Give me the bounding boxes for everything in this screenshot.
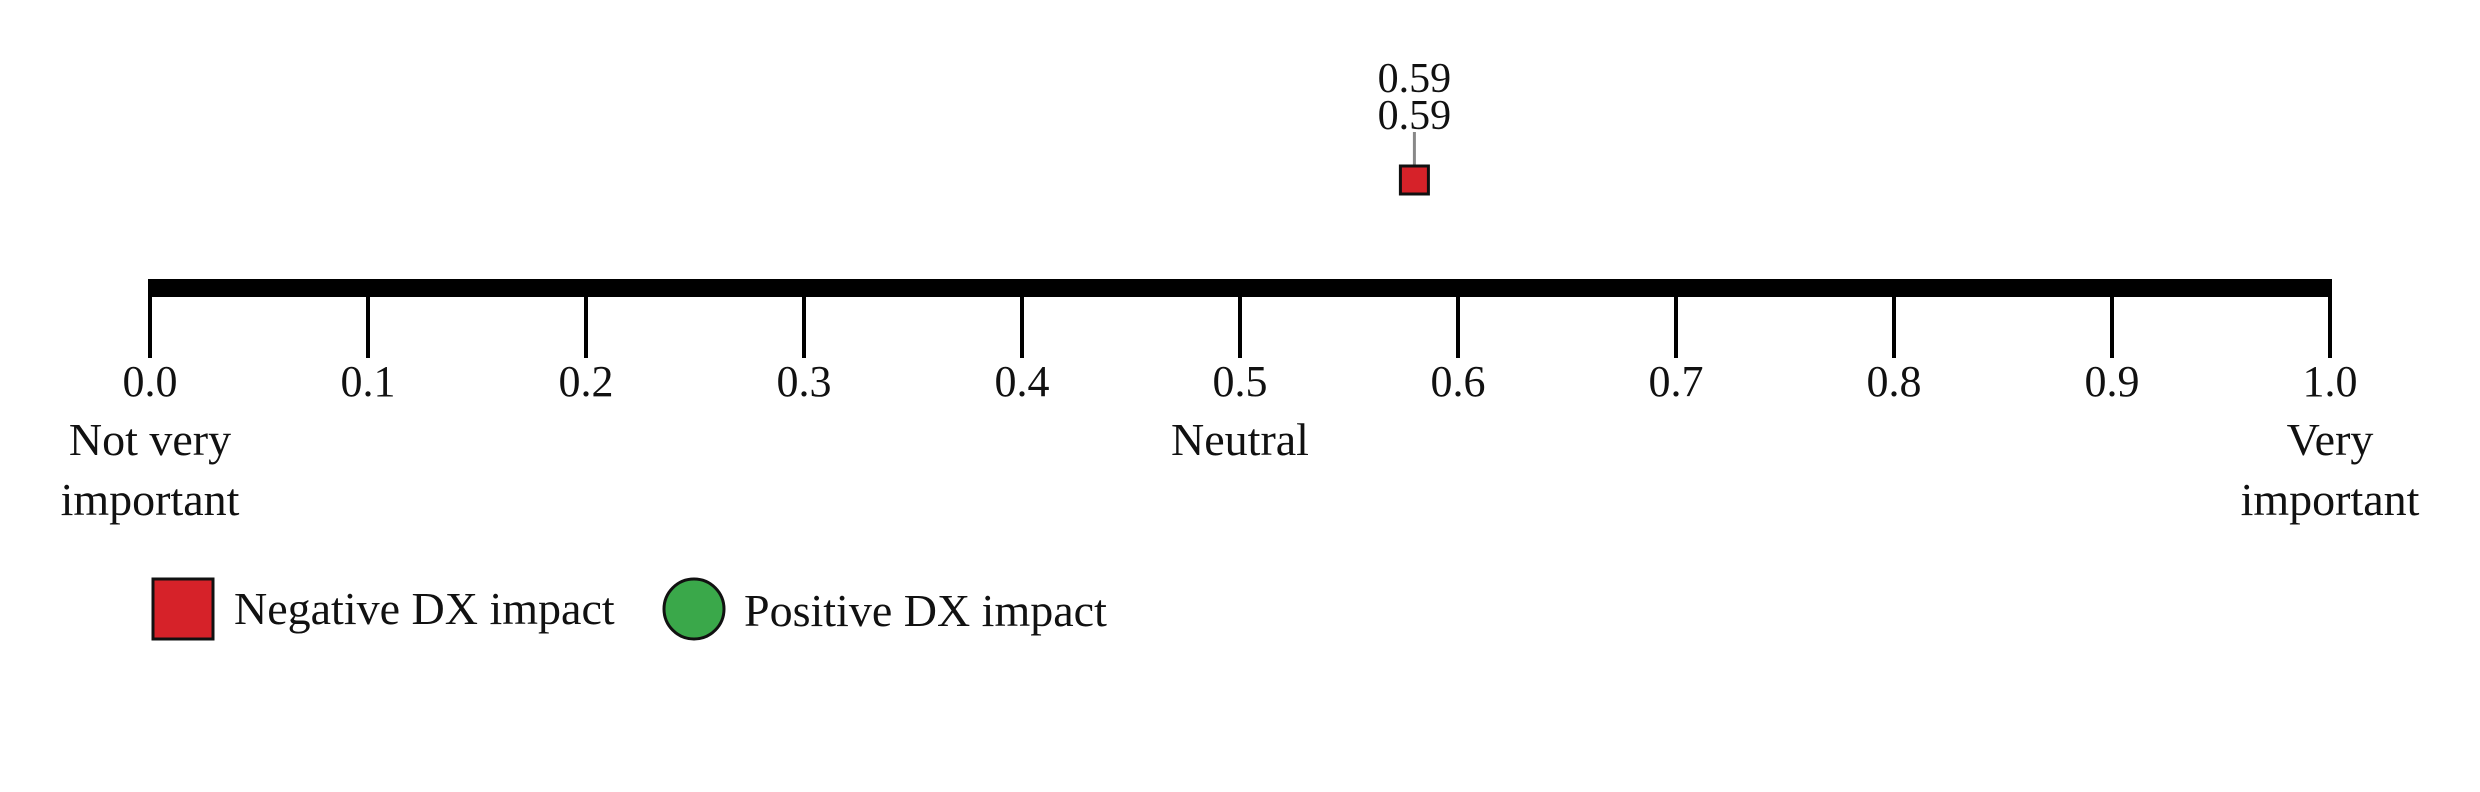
- tick-label: 0.4: [995, 357, 1050, 406]
- tick-label: 0.6: [1431, 357, 1486, 406]
- tick-label: 0.8: [1867, 357, 1922, 406]
- legend-square-icon: [151, 577, 215, 641]
- tick-marks: [148, 297, 2332, 358]
- tick-label: 0.3: [777, 357, 832, 406]
- tick-label: 0.2: [559, 357, 614, 406]
- axis-bar: [148, 279, 2332, 297]
- anchor-label: important: [61, 474, 240, 525]
- legend: Negative DX impact Positive DX impact: [151, 577, 1107, 641]
- scale-anchor-labels: Not very important Neutral Very important: [61, 414, 2420, 525]
- tick-label: 0.0: [123, 357, 178, 406]
- anchor-label: important: [2241, 474, 2420, 525]
- tick-label: 0.5: [1213, 357, 1268, 406]
- tick-label: 0.1: [341, 357, 396, 406]
- data-points: 0.590.59: [1378, 56, 1452, 196]
- tick-label: 1.0: [2303, 357, 2358, 406]
- tick-label: 0.9: [2085, 357, 2140, 406]
- legend-label: Negative DX impact: [234, 583, 615, 634]
- point-value-label: 0.59: [1378, 56, 1452, 102]
- legend-circle-icon: [662, 577, 726, 641]
- tick-label: 0.7: [1649, 357, 1704, 406]
- legend-label: Positive DX impact: [744, 585, 1107, 636]
- point-value-label: 0.59: [1378, 93, 1452, 139]
- tick-labels: 0.0 0.1 0.2 0.3 0.4 0.5 0.6 0.7 0.8 0.9 1.0: [123, 357, 2358, 406]
- negative-impact-point: [1398, 164, 1430, 196]
- anchor-label: Neutral: [1171, 414, 1309, 465]
- anchor-label: Very: [2287, 414, 2374, 465]
- axis: [148, 279, 2332, 297]
- anchor-label: Not very: [69, 414, 231, 465]
